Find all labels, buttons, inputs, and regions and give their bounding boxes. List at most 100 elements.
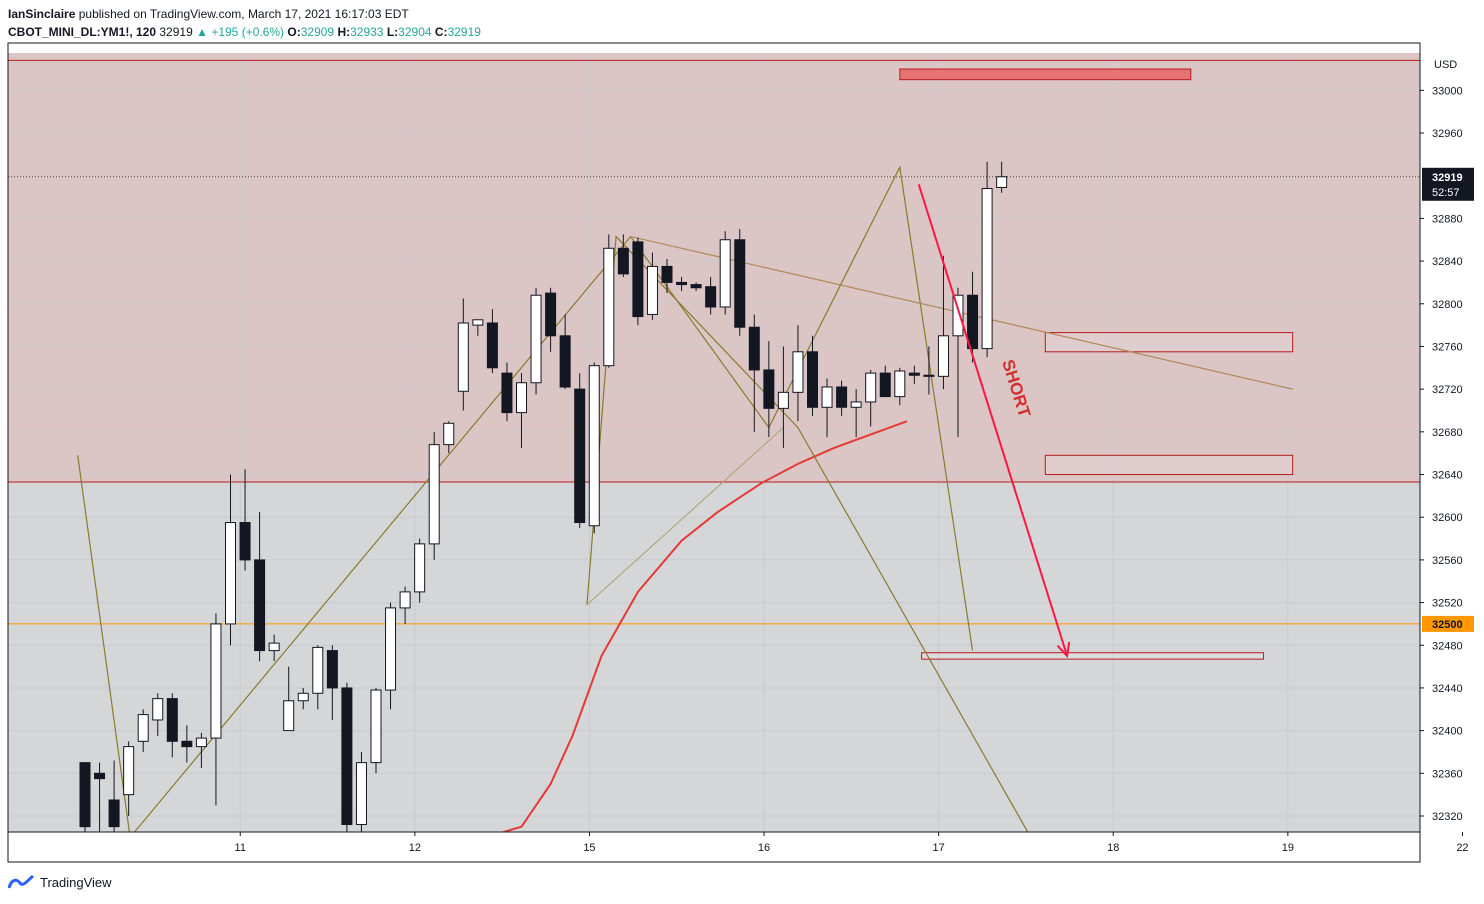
- price-tick-label: 32560: [1432, 555, 1463, 567]
- candle[interactable]: [574, 388, 586, 524]
- candle[interactable]: [472, 319, 484, 326]
- candle[interactable]: [603, 247, 615, 367]
- candle[interactable]: [545, 292, 557, 337]
- candle[interactable]: [268, 642, 280, 652]
- candle[interactable]: [385, 607, 397, 691]
- candle[interactable]: [588, 365, 600, 527]
- candle[interactable]: [836, 386, 848, 408]
- price-tick-label: 32360: [1432, 768, 1463, 780]
- candle[interactable]: [239, 522, 251, 561]
- price-tick-label: 32800: [1432, 299, 1463, 311]
- time-tick-label: 18: [1107, 842, 1119, 854]
- box-32760[interactable]: [1044, 332, 1294, 353]
- candle[interactable]: [894, 370, 906, 398]
- time-tick-label: 15: [583, 842, 595, 854]
- candle[interactable]: [414, 543, 426, 593]
- short-arrow[interactable]: [917, 183, 1069, 657]
- candle[interactable]: [763, 369, 775, 409]
- price-change: +195 (+0.6%): [211, 25, 285, 39]
- candle[interactable]: [516, 382, 527, 414]
- time-axis[interactable]: [8, 832, 1420, 862]
- short-arrow-head: [1056, 641, 1071, 659]
- box-32650[interactable]: [1044, 454, 1294, 476]
- candle[interactable]: [981, 188, 993, 350]
- candle[interactable]: [937, 335, 949, 377]
- candle[interactable]: [297, 692, 309, 702]
- candle[interactable]: [559, 335, 571, 388]
- candle[interactable]: [428, 444, 440, 545]
- candle[interactable]: [748, 326, 760, 371]
- candle[interactable]: [399, 591, 411, 609]
- author-name[interactable]: IanSinclaire: [8, 7, 76, 21]
- candle[interactable]: [632, 241, 644, 318]
- candle[interactable]: [137, 714, 149, 742]
- level-badge-value: 32500: [1432, 619, 1463, 631]
- box-32475[interactable]: [921, 652, 1265, 660]
- candle[interactable]: [617, 247, 629, 275]
- candle[interactable]: [123, 746, 135, 796]
- candle[interactable]: [210, 623, 222, 739]
- high-label: H:: [337, 25, 351, 39]
- candle[interactable]: [821, 386, 833, 408]
- candle[interactable]: [341, 687, 353, 826]
- bar-countdown: 52:57: [1432, 187, 1460, 199]
- target-box-top[interactable]: [899, 68, 1192, 81]
- candle[interactable]: [676, 281, 688, 286]
- candle[interactable]: [705, 286, 717, 308]
- candle[interactable]: [850, 401, 862, 408]
- high-value: 32933: [350, 25, 384, 39]
- candle[interactable]: [967, 294, 979, 350]
- candle[interactable]: [807, 351, 818, 408]
- candle[interactable]: [879, 372, 891, 398]
- time-tick-label: 17: [933, 842, 945, 854]
- price-axis[interactable]: [1420, 43, 1484, 862]
- candle[interactable]: [457, 322, 469, 392]
- moving-average-line[interactable]: [414, 420, 908, 860]
- price-tick-label: 32600: [1432, 512, 1463, 524]
- candle[interactable]: [530, 294, 542, 384]
- candle[interactable]: [486, 322, 498, 369]
- candle[interactable]: [108, 799, 120, 828]
- price-tick-label: 32960: [1432, 128, 1463, 140]
- candle[interactable]: [792, 351, 804, 393]
- close-value: 32919: [447, 25, 481, 39]
- candle[interactable]: [996, 176, 1008, 188]
- candle[interactable]: [777, 391, 789, 409]
- candle[interactable]: [326, 650, 338, 689]
- pattern-line-2[interactable]: [586, 235, 1032, 838]
- candle[interactable]: [152, 698, 164, 721]
- price-tick-label: 32640: [1432, 470, 1463, 482]
- candle[interactable]: [312, 646, 324, 694]
- symbol[interactable]: CBOT_MINI_DL:YM1!, 120: [8, 25, 157, 39]
- candle[interactable]: [225, 522, 236, 625]
- candle[interactable]: [646, 265, 658, 315]
- candle[interactable]: [865, 372, 877, 403]
- candle[interactable]: [501, 372, 513, 414]
- candle[interactable]: [79, 762, 91, 828]
- candle[interactable]: [734, 239, 746, 328]
- candle[interactable]: [166, 698, 178, 742]
- candle[interactable]: [690, 284, 702, 289]
- time-tick-label: 16: [758, 842, 770, 854]
- price-chart[interactable]: SHORTUSD32320323603240032440324803252032…: [0, 0, 1484, 870]
- candle[interactable]: [283, 700, 295, 732]
- candle[interactable]: [195, 737, 207, 748]
- candle[interactable]: [443, 422, 455, 446]
- price-tick-label: 32840: [1432, 256, 1463, 268]
- price-tick-label: 32680: [1432, 427, 1463, 439]
- connector-line[interactable]: [586, 427, 784, 606]
- candle[interactable]: [254, 559, 266, 652]
- candle[interactable]: [94, 772, 106, 780]
- candle[interactable]: [181, 740, 193, 748]
- candle[interactable]: [719, 239, 731, 308]
- candle[interactable]: [923, 374, 935, 377]
- candle[interactable]: [952, 294, 964, 337]
- candle[interactable]: [370, 689, 382, 764]
- current-price-badge: [1422, 167, 1474, 201]
- candle[interactable]: [661, 265, 673, 283]
- price-tick-label: 32440: [1432, 683, 1463, 695]
- candle[interactable]: [908, 372, 920, 376]
- candle[interactable]: [355, 762, 367, 826]
- currency-label: USD: [1434, 59, 1457, 71]
- pattern-line-1[interactable]: [77, 165, 974, 839]
